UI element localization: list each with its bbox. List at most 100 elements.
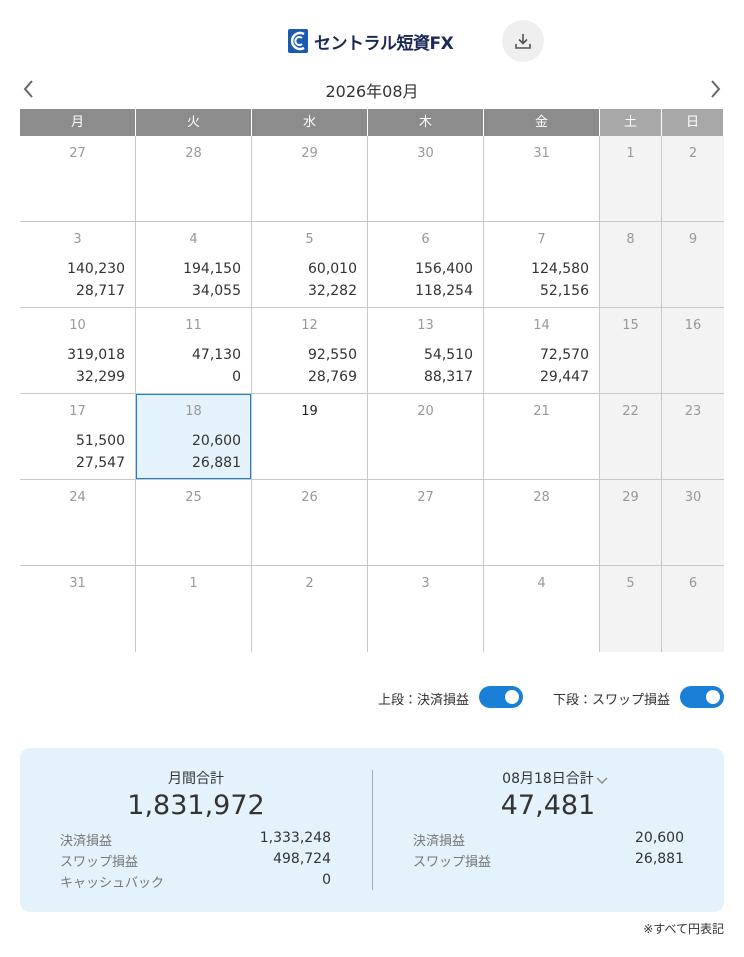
weekday-header: 金 (484, 109, 600, 136)
day-cell[interactable]: 13 54,510 88,317 (368, 308, 484, 394)
upper-value: 72,570 (540, 347, 589, 363)
day-cell[interactable]: 20 (368, 394, 484, 480)
day-cell[interactable]: 2 (662, 136, 724, 222)
day-cell[interactable]: 23 (662, 394, 724, 480)
day-cell[interactable]: 11 47,130 0 (136, 308, 252, 394)
day-cell[interactable]: 28 (136, 136, 252, 222)
download-button[interactable] (502, 20, 544, 62)
day-cell[interactable]: 27 (368, 480, 484, 566)
day-cell[interactable]: 28 (484, 480, 600, 566)
summary-label: スワップ損益 (413, 855, 492, 870)
download-icon (515, 34, 531, 49)
toggle-switch[interactable] (680, 686, 724, 708)
upper-value: 319,018 (67, 347, 125, 363)
day-cell[interactable]: 27 (20, 136, 136, 222)
day-cell[interactable]: 29 (252, 136, 368, 222)
day-cell[interactable]: 10 319,018 32,299 (20, 308, 136, 394)
day-cell[interactable]: 30 (368, 136, 484, 222)
upper-value: 51,500 (76, 433, 125, 449)
lower-value: 26,881 (192, 455, 241, 471)
day-cell[interactable]: 26 (252, 480, 368, 566)
divider (372, 770, 373, 890)
day-number: 12 (301, 318, 318, 333)
day-cell[interactable]: 4 (484, 566, 600, 652)
next-icon (711, 80, 721, 98)
weekday-header: 月 (20, 109, 136, 136)
day-cell[interactable]: 15 (600, 308, 662, 394)
next-month[interactable] (706, 78, 726, 100)
day-cell[interactable]: 14 72,570 29,447 (484, 308, 600, 394)
month-title: 2026年08月 (325, 82, 419, 101)
toggle-switch[interactable] (479, 686, 523, 708)
day-number: 4 (189, 232, 198, 247)
day-number: 3 (73, 232, 82, 247)
upper-value: 124,580 (531, 261, 589, 277)
lower-value: 118,254 (415, 283, 473, 299)
summary-label: スワップ損益 (60, 855, 139, 870)
logo-mark (290, 31, 305, 51)
day-cell[interactable]: 30 (662, 480, 724, 566)
day-number: 1 (189, 576, 198, 591)
day-cell[interactable]: 3 (368, 566, 484, 652)
day-number: 26 (301, 490, 318, 505)
weekday-header: 土 (600, 109, 662, 136)
prev-icon (23, 80, 33, 98)
lower-value: 28,769 (308, 369, 357, 385)
prev-month[interactable] (18, 78, 38, 100)
day-number: 2 (688, 146, 698, 161)
selected-highlight (136, 394, 251, 479)
day-cell[interactable]: 6 156,400 118,254 (368, 222, 484, 308)
day-number: 25 (185, 490, 202, 505)
date-dropdown[interactable] (595, 772, 609, 784)
day-cell[interactable]: 12 92,550 28,769 (252, 308, 368, 394)
day-number: 27 (417, 490, 434, 505)
day-number: 31 (533, 146, 550, 161)
day-cell[interactable]: 31 (20, 566, 136, 652)
day-number: 7 (537, 232, 546, 247)
lower-value: 52,156 (540, 283, 589, 299)
weekday-header: 木 (368, 109, 484, 136)
lower-value: 28,717 (76, 283, 125, 299)
upper-value: 20,600 (192, 433, 241, 449)
summary-total: 47,481 (500, 790, 596, 821)
lower-value: 88,317 (424, 369, 473, 385)
day-number: 18 (185, 404, 202, 419)
chevron-icon (596, 777, 608, 784)
day-cell[interactable]: 8 (600, 222, 662, 308)
day-number: 3 (421, 576, 430, 591)
summary-value: 26,881 (635, 851, 684, 867)
day-cell[interactable]: 3 140,230 28,717 (20, 222, 136, 308)
day-cell[interactable]: 5 60,010 32,282 (252, 222, 368, 308)
day-cell[interactable]: 2 (252, 566, 368, 652)
day-number: 10 (69, 318, 86, 333)
day-cell[interactable]: 18 20,600 26,881 (136, 394, 252, 480)
upper-value: 92,550 (308, 347, 357, 363)
day-cell[interactable]: 31 (484, 136, 600, 222)
day-cell[interactable]: 16 (662, 308, 724, 394)
day-cell[interactable]: 1 (136, 566, 252, 652)
day-number: 5 (626, 576, 635, 591)
day-cell[interactable]: 1 (600, 136, 662, 222)
day-cell[interactable]: 22 (600, 394, 662, 480)
day-cell[interactable]: 24 (20, 480, 136, 566)
day-cell[interactable]: 29 (600, 480, 662, 566)
day-cell[interactable]: 5 (600, 566, 662, 652)
day-cell[interactable]: 6 (662, 566, 724, 652)
day-number: 22 (622, 404, 639, 419)
day-cell[interactable]: 25 (136, 480, 252, 566)
summary-label: 決済損益 (413, 834, 466, 849)
day-cell[interactable]: 21 (484, 394, 600, 480)
day-cell[interactable]: 19 (252, 394, 368, 480)
day-number: 20 (417, 404, 434, 419)
day-cell[interactable]: 17 51,500 27,547 (20, 394, 136, 480)
toggle-label: 下段：スワップ損益 (553, 693, 671, 708)
logo-icon (288, 29, 308, 53)
summary-value: 1,333,248 (259, 830, 331, 846)
summary-value: 0 (322, 872, 331, 888)
day-cell[interactable]: 7 124,580 52,156 (484, 222, 600, 308)
day-number: 15 (622, 318, 639, 333)
day-cell[interactable]: 4 194,150 34,055 (136, 222, 252, 308)
day-number: 19 (301, 404, 318, 419)
day-cell[interactable]: 9 (662, 222, 724, 308)
day-number: 9 (688, 232, 698, 247)
